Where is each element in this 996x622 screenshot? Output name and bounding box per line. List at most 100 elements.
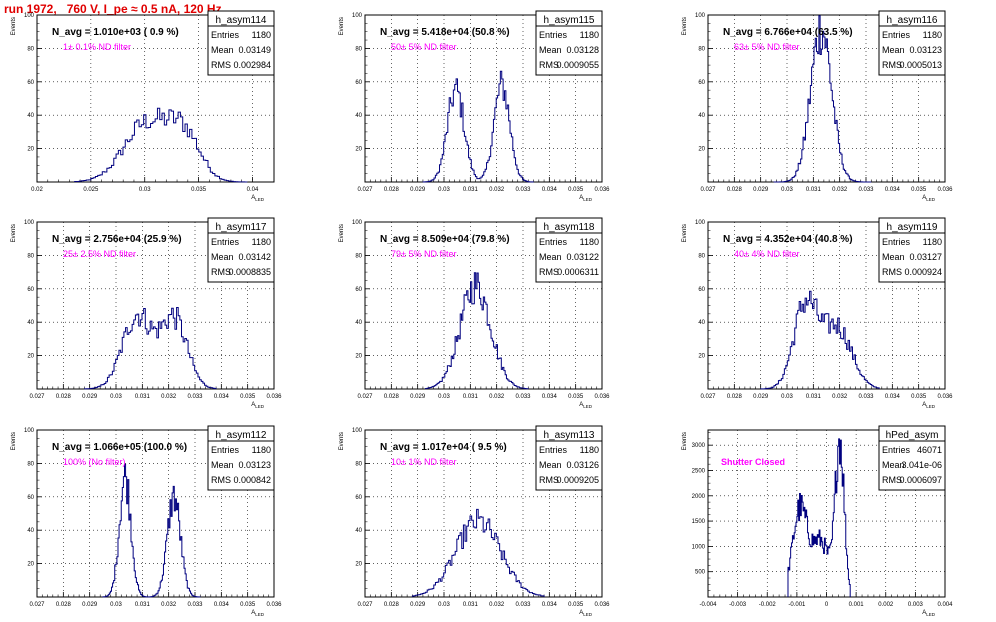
y-tick-label: 100 xyxy=(24,428,35,434)
stats-label: Mean xyxy=(539,252,562,262)
stats-label: RMS xyxy=(882,475,902,485)
y-tick-label: 80 xyxy=(698,253,705,259)
stats-value: 1180 xyxy=(252,445,271,455)
x-tick-label: 0.029 xyxy=(753,394,769,400)
x-tick-label: 0.03 xyxy=(438,187,450,193)
x-tick-label: 0.035 xyxy=(240,394,256,400)
x-tick-label: 0.02 xyxy=(31,187,43,193)
y-tick-label: 20 xyxy=(27,147,34,153)
stats-value: 1180 xyxy=(252,30,271,40)
x-tick-label: 0.036 xyxy=(594,187,610,193)
stats-label: RMS xyxy=(211,267,231,277)
y-tick-label: 40 xyxy=(27,113,34,119)
stats-value: 46071 xyxy=(917,445,942,455)
x-tick-label: -0.002 xyxy=(759,602,777,608)
stats-value: 0.002984 xyxy=(233,60,271,70)
x-tick-label: 0.035 xyxy=(911,394,927,400)
stats-label: Mean xyxy=(211,252,234,262)
stats-title: h_asym116 xyxy=(887,15,938,26)
stats-label: RMS xyxy=(539,267,559,277)
y-tick-label: 500 xyxy=(695,570,706,576)
y-tick-label: 60 xyxy=(27,495,34,501)
y-tick-label: 60 xyxy=(698,287,705,293)
panel-h_asym113: 0.027 0.028 0.029 0.03 0.031 0.032 0.033 0.034 0… xyxy=(339,425,610,617)
x-tick-label: 0.027 xyxy=(700,394,716,400)
x-tick-label: 0.028 xyxy=(727,394,743,400)
stats-label: RMS xyxy=(539,60,559,70)
x-tick-label: 0.029 xyxy=(410,187,426,193)
y-axis-label: Events xyxy=(682,17,688,35)
stats-label: Entries xyxy=(539,445,568,455)
y-tick-label: 40 xyxy=(698,113,705,119)
x-axis-label: ALED xyxy=(251,195,265,202)
x-tick-label: 0.033 xyxy=(187,394,203,400)
histogram-line xyxy=(102,463,201,598)
x-axis-label: ALED xyxy=(251,610,265,617)
x-tick-label: 0.04 xyxy=(247,187,259,193)
x-tick-label: 0.029 xyxy=(410,602,426,608)
stats-value: 0.03142 xyxy=(238,252,271,262)
y-tick-label: 2000 xyxy=(692,494,706,500)
filter-note: 10± 1% ND filter xyxy=(391,457,456,467)
x-tick-label: 0.028 xyxy=(384,602,400,608)
x-tick-label: 0.031 xyxy=(135,394,151,400)
x-tick-label: 0.032 xyxy=(161,394,177,400)
stats-title: h_asym113 xyxy=(544,430,595,441)
filter-note: 1± 0.1% ND filter xyxy=(63,42,131,52)
stats-title: h_asym118 xyxy=(544,222,595,233)
y-tick-label: 2500 xyxy=(692,468,706,474)
y-axis-label: Events xyxy=(682,224,688,242)
stats-value: 1180 xyxy=(580,445,599,455)
x-tick-label: 0.028 xyxy=(727,187,743,193)
x-tick-label: 0.027 xyxy=(29,602,45,608)
stats-label: Mean xyxy=(882,252,905,262)
y-tick-label: 20 xyxy=(698,147,705,153)
stats-value: 0.000842 xyxy=(233,475,271,485)
x-axis-label: ALED xyxy=(251,402,265,409)
x-tick-label: 0.035 xyxy=(191,187,207,193)
x-tick-label: 0.032 xyxy=(832,187,848,193)
x-tick-label: 0.029 xyxy=(410,394,426,400)
y-tick-label: 40 xyxy=(698,320,705,326)
stats-value: 0.0005013 xyxy=(899,60,942,70)
x-tick-label: 0 xyxy=(825,602,829,608)
y-axis-label: Events xyxy=(339,432,345,450)
stats-box: h_asym114 Entries 1180 Mean 0.03149 RMS 0.0029… xyxy=(207,10,275,76)
stats-title: h_asym112 xyxy=(216,430,267,441)
y-tick-label: 1000 xyxy=(692,544,706,550)
stats-value: 0.0006311 xyxy=(557,267,599,277)
stats-box: h_asym118 Entries 1180 Mean 0.03122 RMS0.0006… xyxy=(535,217,603,283)
x-tick-label: 0.036 xyxy=(266,602,282,608)
x-tick-label: 0.027 xyxy=(357,394,373,400)
x-axis-label: ALED xyxy=(922,610,936,617)
x-tick-label: 0.029 xyxy=(82,602,98,608)
stats-value: 0.03123 xyxy=(909,45,942,55)
stats-value: 0.03123 xyxy=(238,460,271,470)
stats-label: Entries xyxy=(211,445,240,455)
stats-title: h_asym117 xyxy=(216,222,267,233)
y-tick-label: 20 xyxy=(27,562,34,568)
x-tick-label: 0.03 xyxy=(110,394,122,400)
stats-label: Mean xyxy=(539,460,562,470)
x-tick-label: 0.031 xyxy=(806,187,822,193)
histogram-line xyxy=(411,508,545,597)
stats-box: h_asym119 Entries 1180 Mean 0.03127 RMS 0.0009… xyxy=(878,217,946,283)
y-tick-label: 40 xyxy=(355,320,362,326)
stats-label: Entries xyxy=(882,30,911,40)
x-tick-label: 0.033 xyxy=(515,187,531,193)
x-tick-label: 0.034 xyxy=(542,602,558,608)
x-tick-label: 0.033 xyxy=(187,602,203,608)
y-tick-label: 100 xyxy=(695,13,706,19)
stats-label: Mean xyxy=(882,460,905,470)
y-tick-label: 20 xyxy=(698,354,705,360)
stats-value: 0.03128 xyxy=(566,45,599,55)
panel-h_asym116: 0.027 0.028 0.029 0.03 0.031 0.032 0.033 0.034 0… xyxy=(682,10,953,202)
x-tick-label: 0.03 xyxy=(139,187,151,193)
y-tick-label: 40 xyxy=(355,113,362,119)
y-tick-label: 80 xyxy=(355,461,362,467)
y-tick-label: 40 xyxy=(27,528,34,534)
x-tick-label: 0.033 xyxy=(858,394,874,400)
navg-label: N_avg = 1.066e+05 (100.0 %) xyxy=(52,442,187,453)
